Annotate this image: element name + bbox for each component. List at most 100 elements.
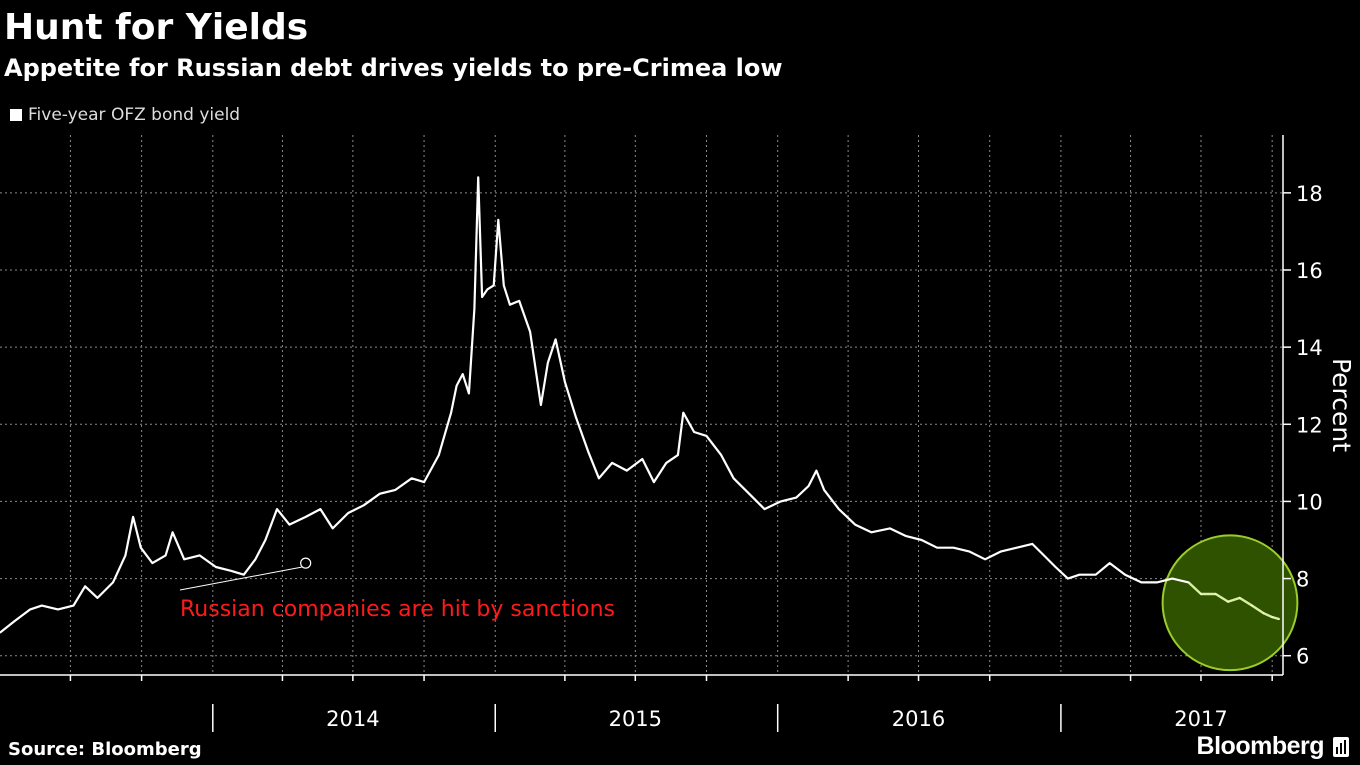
data-point bbox=[509, 303, 511, 306]
data-point bbox=[625, 469, 628, 472]
legend: Five-year OFZ bond yield bbox=[10, 104, 240, 126]
data-point bbox=[1124, 573, 1126, 576]
data-point bbox=[795, 496, 798, 499]
data-point bbox=[477, 176, 480, 179]
data-point bbox=[518, 300, 521, 302]
data-point bbox=[587, 450, 589, 453]
data-point bbox=[815, 469, 818, 472]
highlight-group bbox=[1161, 534, 1299, 672]
x-tick-label: 2015 bbox=[609, 707, 662, 731]
data-point bbox=[1094, 573, 1097, 576]
legend-label: Five-year OFZ bond yield bbox=[28, 105, 241, 125]
data-point bbox=[183, 558, 185, 561]
data-point bbox=[264, 539, 267, 541]
data-point bbox=[952, 546, 955, 549]
y-tick-label: 8 bbox=[1296, 568, 1309, 592]
data-point bbox=[481, 296, 483, 298]
data-point bbox=[720, 454, 723, 456]
data-point bbox=[72, 604, 75, 607]
data-point bbox=[468, 392, 470, 395]
data-point bbox=[1067, 577, 1069, 580]
terminal-icon bbox=[1333, 736, 1349, 757]
chart-subtitle: Appetite for Russian debt drives yields … bbox=[4, 54, 783, 82]
y-tick-label: 6 bbox=[1296, 645, 1309, 669]
data-point bbox=[968, 550, 971, 553]
data-point bbox=[473, 307, 476, 310]
data-point bbox=[461, 373, 464, 375]
y-axis-label: Percent bbox=[1327, 358, 1356, 452]
data-point bbox=[999, 550, 1002, 553]
data-point bbox=[276, 508, 278, 510]
data-point bbox=[171, 531, 174, 534]
chart-grid bbox=[0, 135, 1283, 675]
data-point bbox=[319, 508, 322, 510]
data-point bbox=[854, 523, 856, 526]
data-point bbox=[1016, 546, 1018, 549]
data-point bbox=[682, 411, 685, 414]
data-point bbox=[198, 554, 201, 557]
data-point bbox=[1108, 562, 1111, 564]
y-tick-label: 10 bbox=[1296, 490, 1323, 514]
data-point bbox=[29, 608, 31, 611]
annotation-leader-line bbox=[179, 566, 302, 591]
data-point bbox=[151, 562, 154, 564]
data-point bbox=[598, 477, 600, 480]
data-point bbox=[1214, 593, 1217, 595]
data-point bbox=[0, 631, 1, 634]
chart-title: Hunt for Yields bbox=[4, 7, 309, 48]
data-point bbox=[1187, 581, 1190, 584]
data-point bbox=[124, 554, 127, 557]
chart-axes: 6 8 10 12 14 16 18 2014 2015 2016 2017 Percent bbox=[0, 135, 1356, 732]
data-point bbox=[1171, 577, 1174, 580]
highlight-circle bbox=[1161, 534, 1299, 672]
data-point bbox=[362, 504, 365, 507]
data-point bbox=[13, 620, 16, 622]
brand-name: Bloomberg bbox=[1196, 732, 1325, 760]
source-note: Source: Bloomberg bbox=[8, 739, 202, 760]
data-point bbox=[450, 411, 452, 414]
data-point bbox=[611, 462, 613, 464]
data-point bbox=[540, 404, 542, 406]
data-point bbox=[379, 492, 381, 495]
data-point bbox=[1271, 616, 1273, 618]
y-tick-label: 16 bbox=[1296, 259, 1323, 283]
data-point bbox=[132, 516, 134, 518]
x-tick-label: 2014 bbox=[326, 707, 379, 731]
annotation-group: Russian companies are hit by sanctions bbox=[179, 557, 615, 622]
data-point bbox=[1238, 597, 1241, 599]
data-point bbox=[984, 558, 986, 561]
y-tick-label: 18 bbox=[1296, 182, 1323, 206]
data-point bbox=[807, 485, 810, 487]
x-tick-label: 2016 bbox=[892, 707, 945, 731]
data-point bbox=[242, 573, 245, 576]
data-point bbox=[492, 284, 495, 287]
data-point bbox=[653, 481, 655, 483]
data-point bbox=[1031, 543, 1034, 545]
data-point bbox=[665, 462, 668, 464]
data-point bbox=[779, 500, 782, 503]
annotation-marker bbox=[300, 557, 312, 569]
x-tick-label: 2017 bbox=[1174, 707, 1227, 731]
data-point bbox=[410, 477, 413, 480]
data-point bbox=[423, 481, 425, 483]
data-point bbox=[936, 546, 938, 549]
data-point bbox=[96, 597, 99, 599]
data-point bbox=[140, 546, 142, 549]
data-point bbox=[1200, 593, 1202, 595]
data-point bbox=[693, 431, 695, 433]
data-point bbox=[732, 477, 735, 480]
data-point bbox=[112, 581, 114, 584]
data-point bbox=[529, 330, 531, 333]
brand-logo: Bloomberg bbox=[1197, 732, 1350, 761]
data-point bbox=[497, 219, 500, 221]
y-tick-label: 12 bbox=[1296, 413, 1323, 437]
data-point bbox=[838, 508, 840, 510]
data-point bbox=[1140, 581, 1143, 584]
data-point bbox=[574, 415, 577, 418]
data-point bbox=[554, 338, 557, 341]
data-point bbox=[230, 570, 233, 572]
series-lines bbox=[0, 176, 1280, 634]
data-point bbox=[347, 512, 350, 514]
data-point bbox=[1043, 554, 1045, 557]
